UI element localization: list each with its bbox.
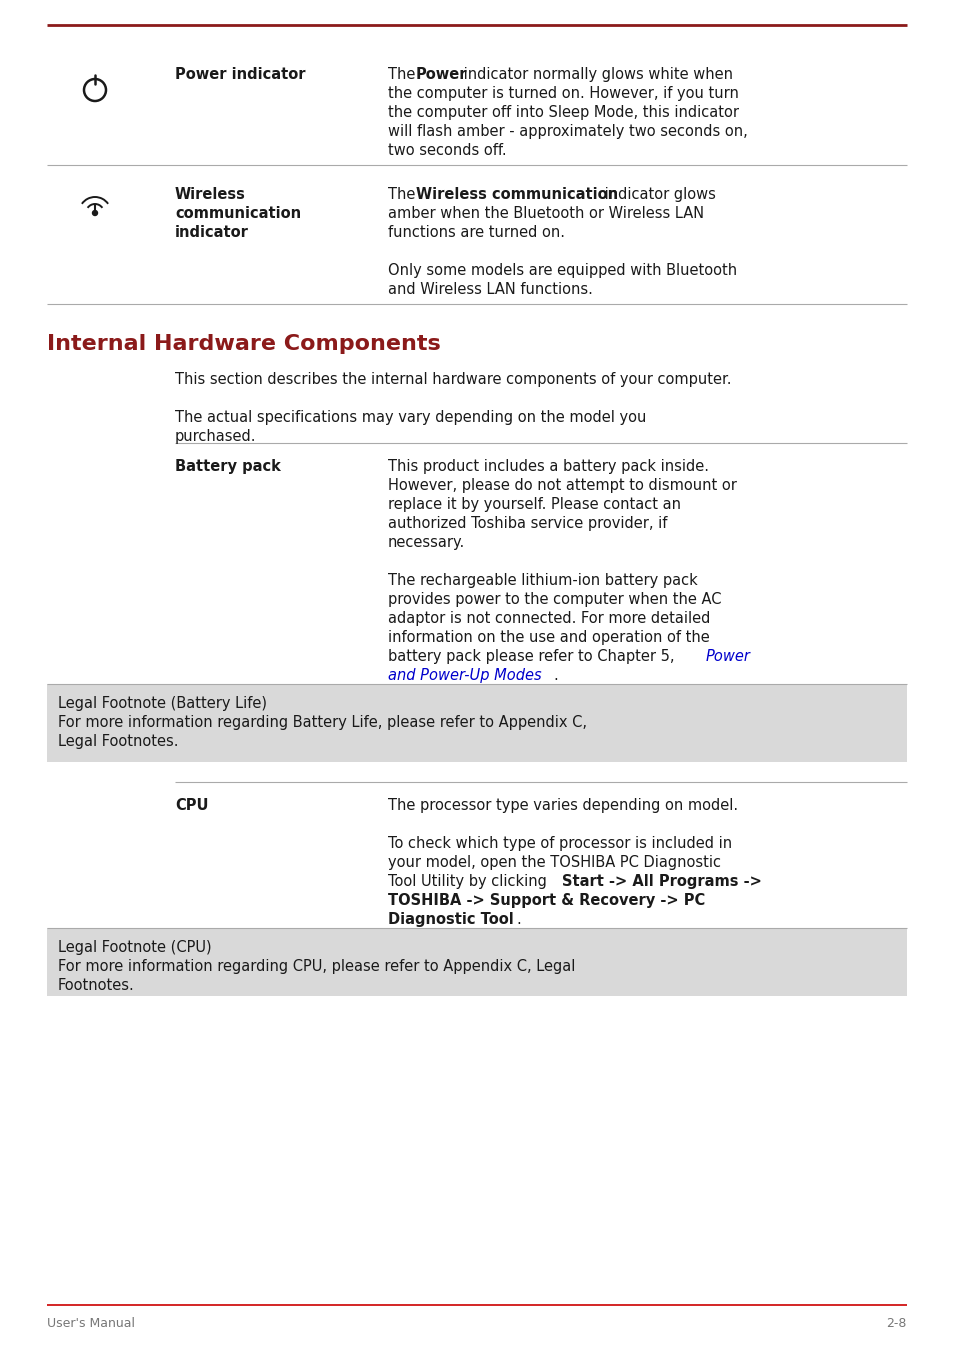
Text: Power: Power (416, 67, 467, 82)
Circle shape (92, 211, 97, 215)
Text: This section describes the internal hardware components of your computer.: This section describes the internal hard… (174, 373, 731, 387)
Text: 2-8: 2-8 (885, 1317, 906, 1330)
Text: and Wireless LAN functions.: and Wireless LAN functions. (388, 282, 592, 297)
Text: functions are turned on.: functions are turned on. (388, 225, 564, 239)
Text: Only some models are equipped with Bluetooth: Only some models are equipped with Bluet… (388, 264, 737, 278)
Text: indicator glows: indicator glows (599, 187, 715, 202)
Text: Legal Footnote (CPU): Legal Footnote (CPU) (58, 940, 212, 955)
Text: This product includes a battery pack inside.: This product includes a battery pack ins… (388, 459, 708, 473)
Text: indicator normally glows white when: indicator normally glows white when (458, 67, 732, 82)
Text: Power indicator: Power indicator (174, 67, 305, 82)
Text: Diagnostic Tool: Diagnostic Tool (388, 912, 514, 927)
Text: Start -> All Programs ->: Start -> All Programs -> (561, 874, 761, 889)
Text: Internal Hardware Components: Internal Hardware Components (47, 334, 440, 354)
Text: communication: communication (174, 206, 301, 221)
Text: battery pack please refer to Chapter 5,: battery pack please refer to Chapter 5, (388, 650, 679, 664)
Text: The actual specifications may vary depending on the model you: The actual specifications may vary depen… (174, 410, 646, 425)
Text: User's Manual: User's Manual (47, 1317, 135, 1330)
Text: For more information regarding Battery Life, please refer to Appendix C,: For more information regarding Battery L… (58, 716, 586, 730)
Text: Legal Footnote (Battery Life): Legal Footnote (Battery Life) (58, 695, 267, 712)
Text: Wireless communication: Wireless communication (416, 187, 618, 202)
Text: For more information regarding CPU, please refer to Appendix C, Legal: For more information regarding CPU, plea… (58, 959, 575, 974)
Text: authorized Toshiba service provider, if: authorized Toshiba service provider, if (388, 516, 667, 531)
Text: Legal Footnotes.: Legal Footnotes. (58, 734, 178, 749)
Text: adaptor is not connected. For more detailed: adaptor is not connected. For more detai… (388, 611, 710, 625)
Text: information on the use and operation of the: information on the use and operation of … (388, 629, 709, 646)
Bar (47, 928, 906, 997)
Text: indicator: indicator (174, 225, 249, 239)
Text: the computer is turned on. However, if you turn: the computer is turned on. However, if y… (388, 86, 739, 101)
Text: Battery pack: Battery pack (174, 459, 280, 473)
Text: Wireless: Wireless (174, 187, 246, 202)
Text: Tool Utility by clicking: Tool Utility by clicking (388, 874, 551, 889)
Text: replace it by yourself. Please contact an: replace it by yourself. Please contact a… (388, 498, 680, 512)
Text: TOSHIBA -> Support & Recovery -> PC: TOSHIBA -> Support & Recovery -> PC (388, 893, 704, 908)
Text: The: The (388, 67, 419, 82)
Text: Footnotes.: Footnotes. (58, 978, 134, 993)
Text: However, please do not attempt to dismount or: However, please do not attempt to dismou… (388, 477, 736, 494)
Text: two seconds off.: two seconds off. (388, 143, 506, 157)
Text: .: . (553, 668, 558, 683)
Text: amber when the Bluetooth or Wireless LAN: amber when the Bluetooth or Wireless LAN (388, 206, 703, 221)
Text: will flash amber - approximately two seconds on,: will flash amber - approximately two sec… (388, 124, 747, 139)
Text: .: . (516, 912, 520, 927)
Text: The: The (388, 187, 419, 202)
Text: The processor type varies depending on model.: The processor type varies depending on m… (388, 798, 738, 812)
Text: Power: Power (705, 650, 750, 664)
Text: The rechargeable lithium-ion battery pack: The rechargeable lithium-ion battery pac… (388, 573, 697, 588)
Text: CPU: CPU (174, 798, 209, 812)
Text: your model, open the TOSHIBA PC Diagnostic: your model, open the TOSHIBA PC Diagnost… (388, 855, 720, 870)
Text: To check which type of processor is included in: To check which type of processor is incl… (388, 837, 731, 851)
Text: the computer off into Sleep Mode, this indicator: the computer off into Sleep Mode, this i… (388, 105, 739, 120)
Bar (47, 685, 906, 763)
Text: purchased.: purchased. (174, 429, 256, 444)
Text: and Power-Up Modes: and Power-Up Modes (388, 668, 541, 683)
Text: provides power to the computer when the AC: provides power to the computer when the … (388, 592, 720, 607)
Text: necessary.: necessary. (388, 535, 465, 550)
